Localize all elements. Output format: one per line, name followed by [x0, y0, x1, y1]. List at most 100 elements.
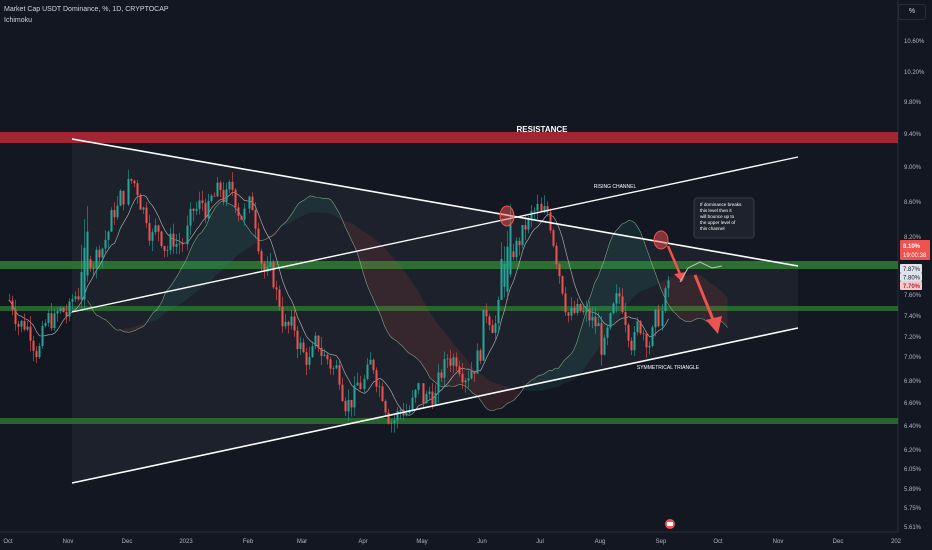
- candle: [467, 370, 470, 388]
- candle: [278, 285, 281, 311]
- cloud-segment: [322, 198, 328, 214]
- candle: [372, 358, 375, 374]
- cloud-segment: [513, 389, 517, 401]
- candle: [461, 363, 464, 390]
- event-icon[interactable]: [665, 519, 675, 529]
- x-tick-label: Nov: [773, 539, 784, 545]
- cloud-segment: [567, 354, 571, 382]
- candle: [449, 349, 452, 372]
- candle: [633, 326, 636, 356]
- cloud-segment: [221, 200, 225, 270]
- descending-trendline[interactable]: [71, 138, 799, 267]
- x-tick-label: Dec: [833, 539, 844, 545]
- x-tick-label: 202: [891, 539, 902, 545]
- cloud-segment: [248, 228, 252, 248]
- cloud-segment: [426, 306, 430, 378]
- candle: [41, 320, 44, 349]
- candle: [287, 320, 290, 334]
- candle: [216, 176, 219, 197]
- candle: [151, 228, 154, 252]
- note-text: If dominance breaks this level then it wil…: [700, 202, 742, 231]
- candle: [269, 253, 272, 272]
- cloud-segment: [319, 197, 323, 214]
- candle: [491, 319, 494, 334]
- y-tick-label: 6.60%: [904, 401, 922, 407]
- x-tick-label: Dec: [122, 539, 133, 545]
- cloud-segment: [150, 312, 154, 323]
- cloud-segment: [363, 231, 367, 284]
- cloud-segment: [348, 222, 352, 241]
- cloud-segment: [591, 283, 595, 359]
- candle: [213, 192, 216, 197]
- candle: [458, 360, 461, 377]
- cloud-segment: [227, 203, 231, 266]
- candle: [630, 337, 633, 356]
- candle: [344, 397, 347, 417]
- candle: [26, 321, 29, 332]
- candle: [56, 306, 59, 322]
- candle: [32, 335, 35, 362]
- candle: [65, 304, 68, 324]
- cloud-segment: [330, 199, 334, 215]
- cloud-segment: [189, 245, 193, 298]
- candle: [35, 346, 38, 364]
- candle: [222, 181, 225, 206]
- candle: [369, 351, 372, 365]
- candle: [237, 202, 240, 222]
- candle: [350, 399, 353, 417]
- candle: [384, 399, 387, 417]
- candle: [133, 179, 136, 188]
- cloud-segment: [564, 357, 568, 383]
- cloud-segment: [206, 217, 210, 286]
- cloud-segment: [265, 236, 269, 240]
- candle: [281, 296, 284, 334]
- price-label-b: 7.80%: [903, 276, 921, 282]
- candle: [178, 232, 181, 254]
- cloud-segment: [180, 264, 184, 304]
- cloud-segment: [396, 261, 400, 344]
- time-axis[interactable]: [0, 532, 898, 550]
- candle: [148, 214, 151, 246]
- candle: [234, 188, 237, 213]
- candle: [390, 419, 393, 433]
- candle: [600, 316, 603, 366]
- cloud-segment: [132, 326, 136, 332]
- candle: [603, 334, 606, 356]
- cloud-segment: [609, 235, 613, 331]
- candle: [71, 294, 74, 312]
- cloud-segment: [546, 370, 550, 390]
- ascending-trendline[interactable]: [71, 327, 799, 484]
- candle: [561, 275, 564, 296]
- candle: [443, 351, 446, 388]
- candle: [464, 377, 467, 393]
- cloud-segment: [670, 276, 674, 312]
- resistance-label: RESISTANCE: [517, 125, 569, 134]
- cloud-segment: [236, 209, 240, 257]
- cloud-segment: [162, 292, 166, 316]
- cloud-segment: [345, 221, 349, 234]
- candle: [536, 194, 539, 219]
- candle: [497, 296, 500, 334]
- percent-scale-button[interactable]: %: [898, 4, 926, 20]
- cloud-segment: [201, 225, 207, 288]
- candlesticks: [8, 169, 670, 433]
- note-box[interactable]: If dominance breaks this level then it wil…: [693, 197, 755, 239]
- candle: [615, 284, 618, 313]
- candle: [405, 403, 408, 417]
- candle: [122, 190, 125, 211]
- candle: [314, 331, 317, 350]
- rising-channel-line[interactable]: [71, 156, 799, 313]
- symbol-title[interactable]: Market Cap USDT Dominance, %, 1D, CRYPTO…: [4, 6, 169, 13]
- candle: [356, 372, 359, 386]
- indicator-label[interactable]: Ichimoku: [4, 17, 33, 24]
- cloud-segment: [295, 203, 299, 220]
- cloud-segment: [215, 203, 219, 276]
- candle: [422, 383, 425, 409]
- cloud-segment: [432, 316, 436, 383]
- cloud-segment: [478, 372, 482, 402]
- candle: [482, 309, 485, 362]
- candle: [308, 346, 311, 370]
- cloud-segment: [301, 199, 305, 217]
- cloud-segment: [685, 275, 689, 322]
